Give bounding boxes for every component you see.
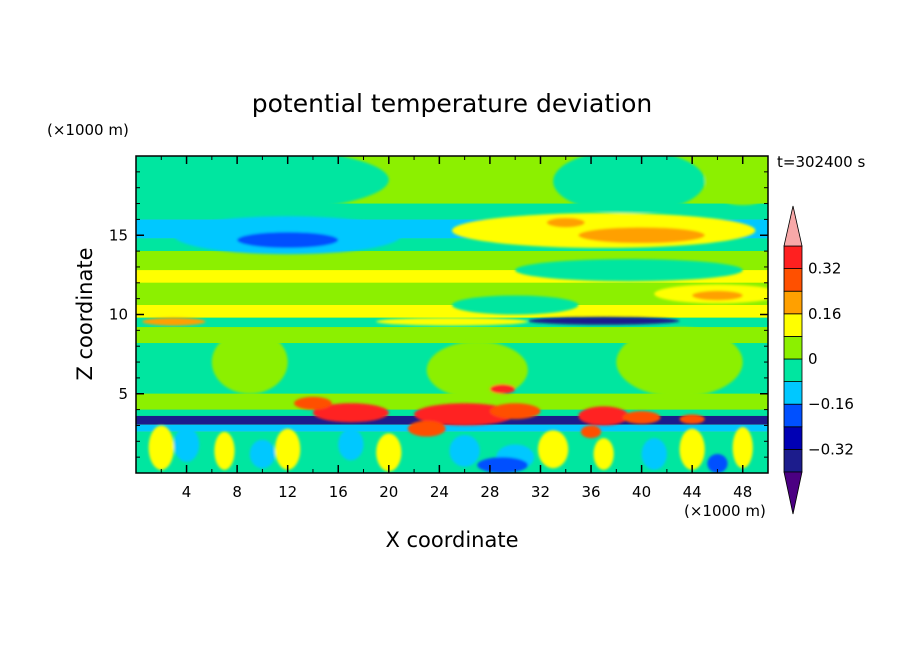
contour-cell [489, 403, 541, 420]
contour-cell [679, 414, 705, 424]
contour-cell [641, 438, 667, 470]
colorbar-segment [783, 381, 803, 405]
x-tick-label: 36 [581, 483, 600, 501]
contour-cell [732, 427, 753, 469]
x-tick-label: 44 [683, 483, 702, 501]
time-label: t=302400 s [777, 153, 865, 171]
contour-cell [537, 430, 569, 469]
contour-cell [489, 384, 516, 394]
x-tick-label: 28 [480, 483, 499, 501]
colorbar: 0.32 0.16 0 −0.16 −0.32 [783, 205, 854, 515]
contour-cell [707, 453, 728, 473]
y-axis-title: Z coordinate [73, 247, 97, 380]
contour-cell [407, 420, 446, 437]
contour-cell [553, 156, 705, 214]
contour-cell [148, 425, 174, 470]
contour-cell [214, 431, 235, 470]
x-tick-label: 48 [733, 483, 752, 501]
contour-band [136, 424, 768, 432]
y-tick-label: 10 [109, 306, 128, 324]
contour-cell [578, 406, 629, 426]
contour-cell [527, 316, 680, 325]
contour-cell [312, 403, 389, 423]
colorbar-segment [783, 290, 803, 315]
contour-cell [515, 259, 743, 282]
colorbar-max-arrow [783, 205, 803, 247]
contour-cell [616, 327, 743, 397]
contour-cell [249, 439, 276, 469]
contour-cell [211, 330, 288, 394]
x-axis-unit: (×1000 m) [684, 502, 766, 520]
colorbar-label: −0.32 [808, 440, 854, 458]
colorbar-segment [783, 313, 803, 337]
colorbar-min-arrow [783, 471, 803, 515]
contour-cell [449, 434, 480, 467]
x-tick-label: 24 [430, 483, 449, 501]
colorbar-segment [783, 448, 803, 473]
contour-cell [338, 428, 364, 461]
contour-band [136, 327, 768, 344]
contour-cell [237, 232, 339, 248]
colorbar-segment [783, 403, 803, 428]
colorbar-label: 0.16 [808, 305, 841, 323]
contour-cell [275, 428, 301, 470]
contour-cell [593, 438, 614, 470]
contour-cell [477, 457, 528, 473]
x-tick-label: 40 [632, 483, 651, 501]
colorbar-segment [783, 426, 803, 450]
y-axis-unit: (×1000 m) [47, 121, 129, 139]
contour-cell [376, 317, 528, 326]
y-tick-label: 15 [109, 226, 128, 244]
contour-cell [622, 411, 661, 424]
colorbar-label: 0.32 [808, 260, 841, 278]
colorbar-segment [783, 358, 803, 383]
x-axis-ticks: 4 8 12 16 20 24 28 32 36 40 44 48 [160, 156, 752, 501]
contour-cell [376, 433, 402, 472]
contour-cell [426, 341, 528, 399]
contour-cell [294, 396, 332, 410]
y-axis-ticks: 5 10 15 [109, 171, 768, 458]
contour-cell [704, 156, 768, 206]
x-tick-label: 12 [278, 483, 297, 501]
colorbar-segment [783, 268, 803, 292]
contour-cell [580, 425, 602, 439]
contour-cell [414, 403, 516, 426]
colorbar-label: 0 [808, 350, 818, 368]
contour-band [136, 393, 768, 410]
contour-cell [578, 227, 705, 244]
contour-cell [142, 317, 206, 326]
contour-cell [679, 428, 705, 470]
colorbar-segment [783, 245, 803, 270]
x-tick-label: 20 [379, 483, 398, 501]
x-tick-label: 8 [232, 483, 242, 501]
x-tick-label: 16 [329, 483, 348, 501]
colorbar-segment [783, 335, 803, 360]
contour-cell [546, 217, 585, 228]
contour-cell [173, 427, 200, 462]
x-tick-label: 32 [531, 483, 550, 501]
contour-band [136, 304, 768, 318]
x-axis-title: X coordinate [385, 528, 518, 552]
contour-band [136, 282, 768, 305]
contour-cell [452, 295, 579, 315]
contour-cell [692, 290, 743, 301]
colorbar-label: −0.16 [808, 395, 854, 413]
x-tick-label: 4 [182, 483, 192, 501]
contour-cell [136, 156, 389, 215]
chart-title: potential temperature deviation [252, 89, 652, 118]
contour-field [136, 156, 768, 473]
y-tick-label: 5 [118, 385, 128, 403]
